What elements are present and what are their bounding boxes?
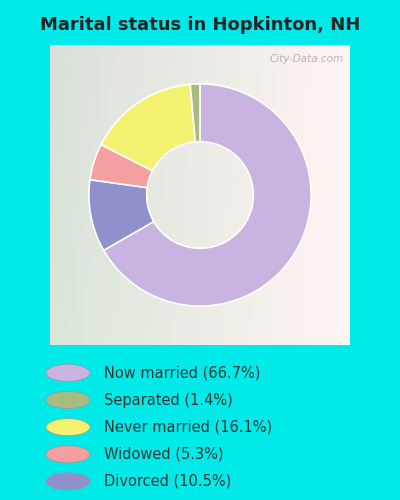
Circle shape [46, 446, 90, 463]
Wedge shape [101, 84, 195, 171]
Text: Divorced (10.5%): Divorced (10.5%) [104, 474, 231, 489]
Circle shape [46, 473, 90, 490]
Text: Marital status in Hopkinton, NH: Marital status in Hopkinton, NH [40, 16, 360, 34]
Circle shape [46, 418, 90, 436]
Text: Widowed (5.3%): Widowed (5.3%) [104, 447, 224, 462]
Circle shape [46, 392, 90, 408]
Text: Now married (66.7%): Now married (66.7%) [104, 366, 260, 380]
Wedge shape [190, 84, 200, 142]
Wedge shape [104, 84, 311, 306]
Wedge shape [89, 180, 154, 250]
Circle shape [46, 364, 90, 382]
Text: City-Data.com: City-Data.com [270, 54, 344, 64]
Text: Separated (1.4%): Separated (1.4%) [104, 392, 233, 407]
Text: Never married (16.1%): Never married (16.1%) [104, 420, 272, 434]
Wedge shape [90, 144, 152, 188]
